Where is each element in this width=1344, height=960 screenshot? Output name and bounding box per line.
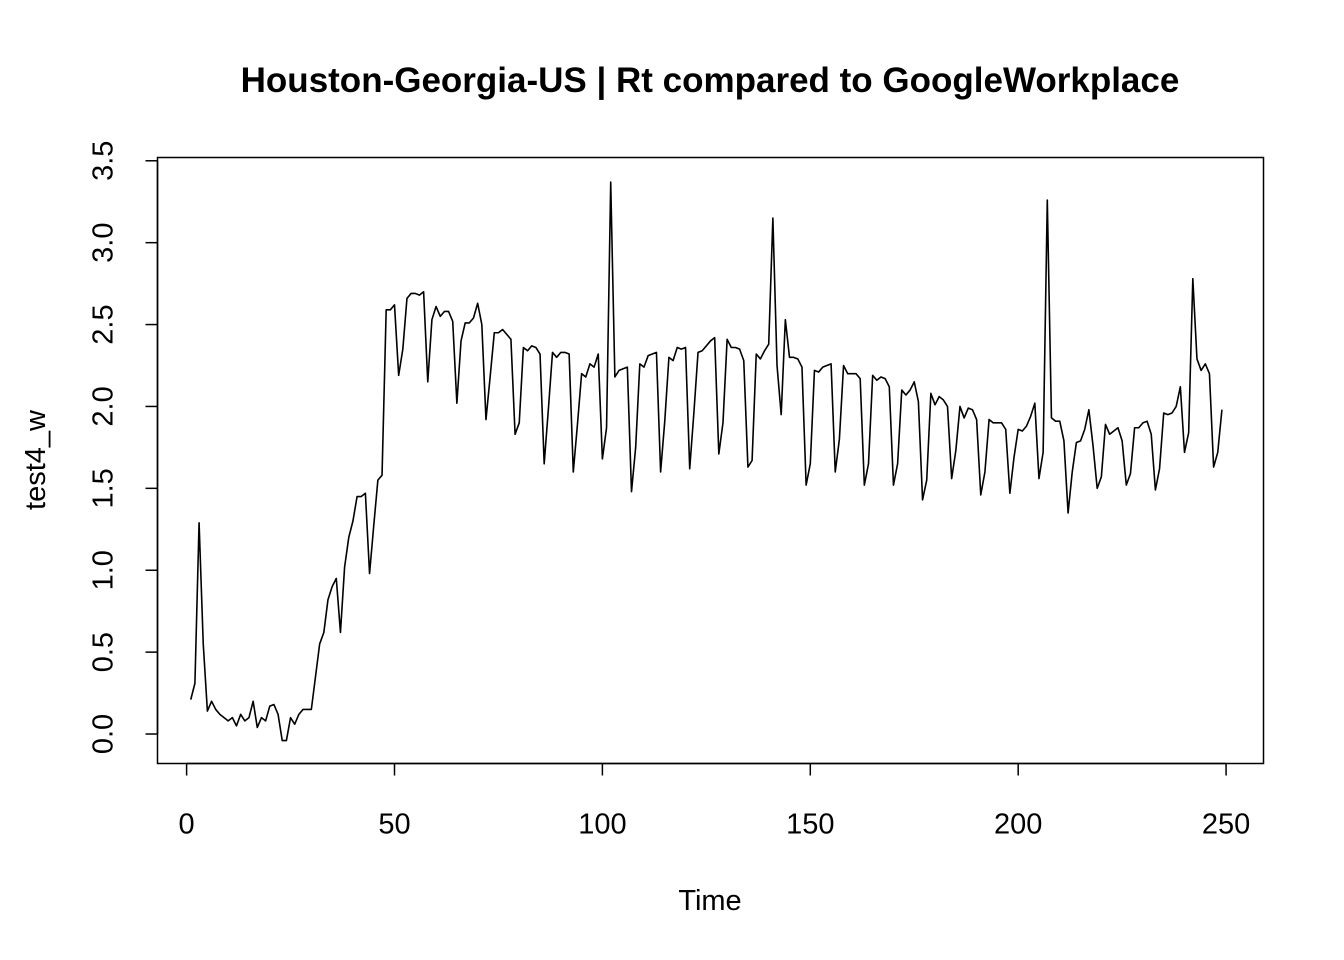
- plot-frame: [156, 156, 1265, 765]
- series-layer: [189, 181, 1223, 742]
- y-tick-label: 2.5: [88, 304, 120, 344]
- y-axis: 0.0 0.5 1.0 1.5 2.0 2.5 3.0 3.5: [88, 141, 159, 754]
- chart-title: Houston-Georgia-US | Rt compared to Goog…: [241, 61, 1180, 100]
- y-tick-label: 2.0: [88, 386, 120, 426]
- y-tick-label: 1.5: [88, 468, 120, 508]
- y-tick-label: 1.0: [88, 550, 120, 590]
- x-axis: 0 50 100 150 200 250: [179, 762, 1250, 841]
- y-tick-label: 3.0: [88, 223, 120, 263]
- x-tick-label: 200: [994, 809, 1042, 841]
- x-tick-label: 50: [378, 809, 410, 841]
- series-line: [189, 181, 1223, 742]
- y-tick-label: 0.0: [88, 714, 120, 754]
- y-tick-label: 0.5: [88, 632, 120, 672]
- x-tick-label: 150: [786, 809, 834, 841]
- x-tick-label: 250: [1202, 809, 1250, 841]
- x-tick-label: 100: [578, 809, 626, 841]
- y-tick-label: 3.5: [88, 141, 120, 181]
- x-axis-label: Time: [678, 885, 741, 917]
- x-tick-label: 0: [179, 809, 195, 841]
- y-axis-label: test4_w: [20, 409, 52, 510]
